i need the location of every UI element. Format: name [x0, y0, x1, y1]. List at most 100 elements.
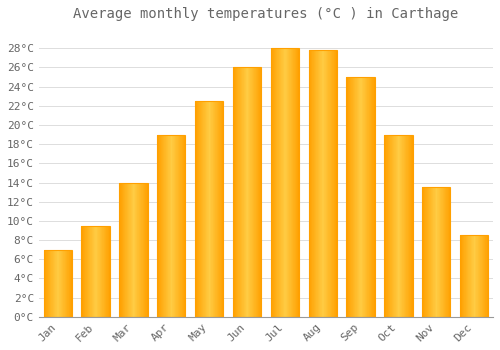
Bar — [199, 101, 200, 317]
Bar — [181, 134, 182, 317]
Bar — [62, 250, 63, 317]
Bar — [165, 134, 166, 317]
Bar — [353, 77, 354, 317]
Bar — [213, 101, 214, 317]
Bar — [235, 68, 236, 317]
Bar — [289, 48, 290, 317]
Bar — [160, 134, 161, 317]
Bar — [384, 134, 385, 317]
Bar — [360, 77, 361, 317]
Bar — [479, 235, 480, 317]
Bar — [384, 134, 412, 317]
Bar — [364, 77, 365, 317]
Bar — [86, 226, 87, 317]
Bar — [485, 235, 486, 317]
Bar — [45, 250, 46, 317]
Bar — [136, 182, 137, 317]
Bar — [131, 182, 132, 317]
Bar — [83, 226, 84, 317]
Bar — [484, 235, 485, 317]
Bar — [308, 50, 337, 317]
Bar — [425, 187, 426, 317]
Bar — [91, 226, 92, 317]
Bar — [309, 50, 310, 317]
Bar — [243, 68, 244, 317]
Bar — [441, 187, 442, 317]
Bar — [321, 50, 322, 317]
Bar — [214, 101, 215, 317]
Bar — [138, 182, 139, 317]
Bar — [320, 50, 321, 317]
Bar — [85, 226, 86, 317]
Bar — [206, 101, 207, 317]
Bar — [394, 134, 395, 317]
Bar — [369, 77, 370, 317]
Bar — [313, 50, 314, 317]
Bar — [391, 134, 392, 317]
Bar — [460, 235, 488, 317]
Bar — [56, 250, 57, 317]
Bar — [411, 134, 412, 317]
Bar — [357, 77, 358, 317]
Bar — [95, 226, 96, 317]
Bar — [354, 77, 355, 317]
Bar — [170, 134, 172, 317]
Bar — [395, 134, 396, 317]
Bar — [355, 77, 356, 317]
Bar — [168, 134, 169, 317]
Bar — [53, 250, 54, 317]
Bar — [119, 182, 120, 317]
Bar — [474, 235, 476, 317]
Bar — [482, 235, 483, 317]
Bar — [288, 48, 289, 317]
Bar — [362, 77, 363, 317]
Bar — [330, 50, 331, 317]
Bar — [368, 77, 369, 317]
Bar — [398, 134, 399, 317]
Bar — [333, 50, 334, 317]
Bar — [280, 48, 281, 317]
Bar — [108, 226, 109, 317]
Bar — [211, 101, 212, 317]
Bar — [87, 226, 88, 317]
Bar — [361, 77, 362, 317]
Bar — [279, 48, 280, 317]
Bar — [400, 134, 402, 317]
Bar — [255, 68, 256, 317]
Bar — [252, 68, 253, 317]
Bar — [174, 134, 176, 317]
Bar — [336, 50, 337, 317]
Bar — [437, 187, 438, 317]
Bar — [55, 250, 56, 317]
Bar — [242, 68, 243, 317]
Bar — [432, 187, 433, 317]
Bar — [317, 50, 318, 317]
Bar — [276, 48, 277, 317]
Bar — [210, 101, 211, 317]
Bar — [295, 48, 296, 317]
Bar — [236, 68, 237, 317]
Bar — [164, 134, 165, 317]
Bar — [297, 48, 298, 317]
Bar — [408, 134, 409, 317]
Bar — [438, 187, 439, 317]
Bar — [109, 226, 110, 317]
Bar — [100, 226, 102, 317]
Bar — [257, 68, 258, 317]
Bar — [465, 235, 466, 317]
Bar — [50, 250, 51, 317]
Bar — [402, 134, 403, 317]
Bar — [392, 134, 394, 317]
Bar — [351, 77, 352, 317]
Bar — [298, 48, 299, 317]
Bar — [197, 101, 198, 317]
Bar — [436, 187, 437, 317]
Bar — [182, 134, 183, 317]
Bar — [472, 235, 473, 317]
Bar — [64, 250, 65, 317]
Bar — [125, 182, 126, 317]
Bar — [463, 235, 464, 317]
Bar — [237, 68, 238, 317]
Bar — [365, 77, 366, 317]
Bar — [52, 250, 53, 317]
